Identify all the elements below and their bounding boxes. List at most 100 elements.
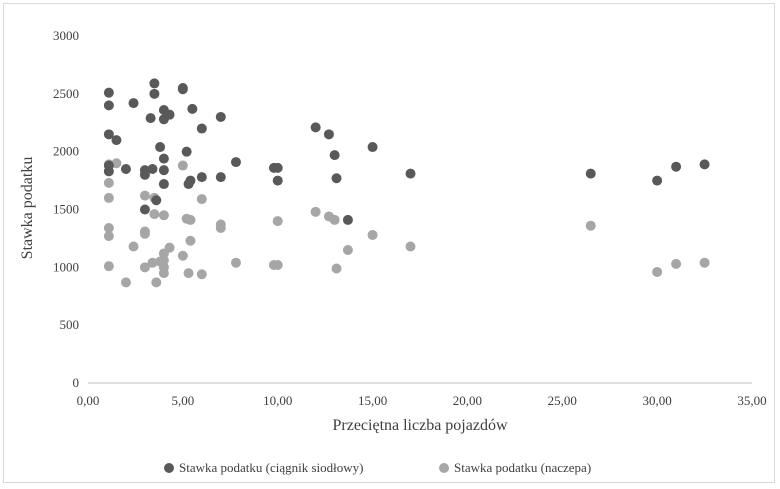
data-point-series-2 (185, 235, 196, 246)
data-point-series-2 (103, 231, 114, 242)
data-point-series-1 (155, 142, 166, 153)
y-tick-label: 3000 (53, 28, 79, 43)
data-point-series-1 (145, 113, 156, 124)
data-point-series-1 (149, 78, 160, 89)
data-point-series-1 (652, 175, 663, 186)
data-point-series-1 (671, 161, 682, 172)
data-point-series-2 (139, 228, 150, 239)
data-point-series-2 (272, 216, 283, 227)
legend-marker-series-2 (439, 463, 449, 473)
data-point-series-1 (699, 159, 710, 170)
data-point-series-2 (699, 257, 710, 268)
data-point-series-1 (323, 129, 334, 140)
y-tick-label: 1500 (53, 202, 79, 217)
data-point-series-2 (147, 257, 158, 268)
data-point-series-1 (215, 172, 226, 183)
data-point-series-2 (342, 244, 353, 255)
data-point-series-1 (158, 179, 169, 190)
data-point-series-2 (230, 257, 241, 268)
data-point-series-2 (185, 214, 196, 225)
data-point-series-1 (187, 103, 198, 114)
scatter-chart: 0 500 1000 1500 2000 2500 3000 0,00 5,00 10,00 15… (19, 28, 767, 475)
data-point-series-2 (139, 190, 150, 201)
data-point-series-1 (103, 100, 114, 111)
data-point-series-1 (342, 214, 353, 225)
y-axis-title: Stawka podatku (19, 157, 36, 260)
data-point-series-1 (177, 84, 188, 95)
data-point-series-1 (196, 123, 207, 134)
data-point-series-2 (272, 260, 283, 271)
data-point-series-2 (585, 220, 596, 231)
data-point-series-2 (103, 177, 114, 188)
legend-label-series-1: Stawka podatku (ciągnik siodłowy) (179, 460, 364, 475)
data-point-series-2 (158, 255, 169, 266)
data-point-series-1 (230, 157, 241, 168)
x-tick-label: 5,00 (171, 393, 194, 408)
legend-label-series-2: Stawka podatku (naczepa) (454, 460, 591, 475)
plot-area (88, 78, 752, 384)
data-point-series-2 (177, 160, 188, 171)
data-point-series-1 (329, 150, 340, 161)
data-point-series-2 (177, 250, 188, 261)
data-point-series-2 (158, 210, 169, 221)
x-tick-label: 10,00 (263, 393, 292, 408)
data-point-series-2 (120, 277, 131, 288)
data-point-series-1 (103, 87, 114, 98)
data-point-series-2 (196, 194, 207, 205)
data-point-series-2 (196, 269, 207, 280)
data-point-series-1 (367, 142, 378, 153)
data-point-series-2 (405, 241, 416, 252)
data-point-series-2 (329, 214, 340, 225)
data-point-series-1 (158, 165, 169, 176)
data-point-series-2 (671, 258, 682, 269)
data-point-series-2 (139, 262, 150, 273)
data-point-series-1 (111, 135, 122, 146)
data-point-series-2 (183, 268, 194, 279)
data-point-series-1 (405, 168, 416, 179)
data-point-series-1 (164, 109, 175, 120)
chart-frame: 0 500 1000 1500 2000 2500 3000 0,00 5,00 10,00 15… (3, 3, 775, 483)
x-tick-label: 35,00 (737, 393, 766, 408)
x-tick-label: 20,00 (453, 393, 482, 408)
data-point-series-2 (215, 223, 226, 234)
y-axis-ticks: 0 500 1000 1500 2000 2500 3000 (53, 28, 79, 390)
data-point-series-2 (310, 206, 321, 217)
data-point-series-1 (120, 164, 131, 175)
legend-item-series-2: Stawka podatku (naczepa) (439, 460, 591, 475)
data-point-series-1 (103, 166, 114, 177)
data-point-series-2 (103, 223, 114, 234)
data-point-series-1 (585, 168, 596, 179)
y-tick-label: 1000 (53, 259, 79, 274)
y-tick-label: 0 (73, 375, 80, 390)
data-point-series-2 (158, 268, 169, 279)
data-point-series-1 (215, 111, 226, 122)
data-point-series-1 (196, 172, 207, 183)
y-tick-label: 500 (60, 317, 80, 332)
data-point-series-2 (164, 242, 175, 253)
x-tick-label: 15,00 (358, 393, 387, 408)
legend: Stawka podatku (ciągnik siodłowy) Stawka… (164, 460, 591, 475)
x-axis-ticks: 0,00 5,00 10,00 15,00 20,00 25,00 30,00 35,00 (77, 393, 767, 408)
data-point-series-1 (147, 164, 158, 175)
data-point-series-1 (139, 169, 150, 180)
data-point-series-2 (149, 209, 160, 220)
data-point-series-1 (331, 173, 342, 184)
data-point-series-2 (103, 192, 114, 203)
data-point-series-1 (139, 204, 150, 215)
data-point-series-2 (367, 229, 378, 240)
legend-marker-series-1 (164, 463, 174, 473)
x-axis-title: Przeciętna liczba pojazdów (332, 417, 507, 434)
data-point-series-2 (151, 277, 162, 288)
x-tick-label: 0,00 (77, 393, 100, 408)
data-point-series-2 (331, 263, 342, 274)
data-point-series-1 (158, 153, 169, 164)
data-point-series-2 (128, 241, 139, 252)
data-point-series-1 (149, 88, 160, 99)
data-point-series-2 (652, 266, 663, 277)
data-point-series-1 (181, 146, 192, 157)
data-point-series-1 (310, 122, 321, 133)
data-point-series-1 (128, 98, 139, 109)
data-point-series-1 (272, 162, 283, 173)
data-point-series-1 (103, 129, 114, 140)
y-tick-label: 2000 (53, 144, 79, 159)
